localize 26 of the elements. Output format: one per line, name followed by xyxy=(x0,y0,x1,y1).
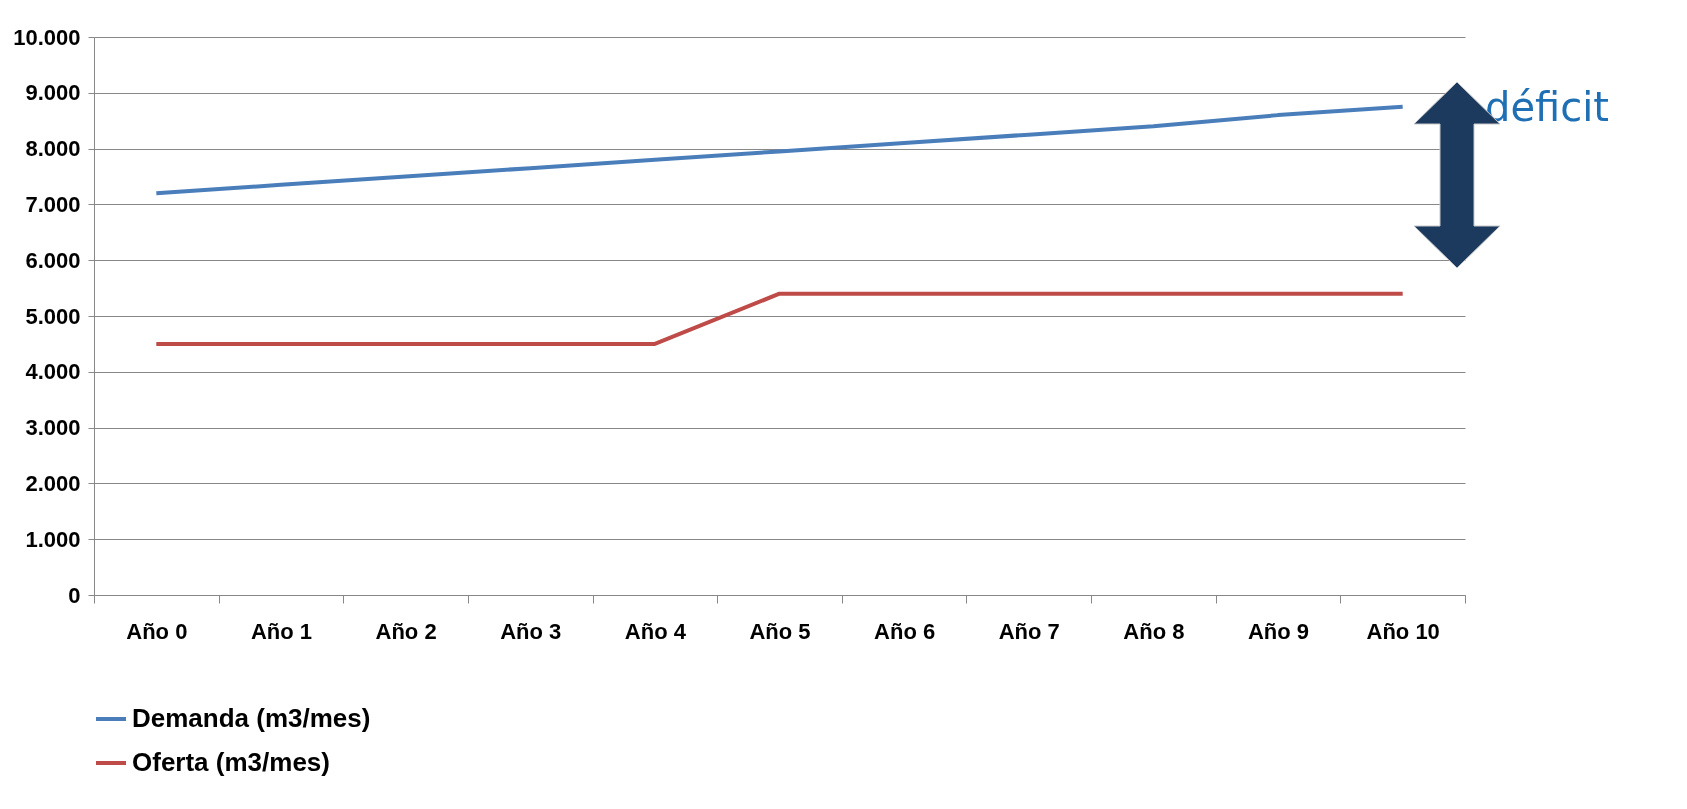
x-tick-label: Año 9 xyxy=(1247,618,1310,644)
x-tick-label: Año 8 xyxy=(1123,618,1185,644)
y-tick-label: 0 xyxy=(68,582,81,608)
y-tick-label: 3.000 xyxy=(25,415,81,441)
legend-label: Oferta (m3/mes) xyxy=(132,747,330,777)
x-tick-label: Año 3 xyxy=(500,618,562,644)
x-tick-label: Año 0 xyxy=(126,618,188,644)
x-tick-label: Año 7 xyxy=(998,618,1060,644)
y-tick-label: 6.000 xyxy=(25,247,81,273)
y-tick-label: 4.000 xyxy=(25,359,81,385)
x-tick-label: Año 2 xyxy=(375,618,437,644)
text: déficit xyxy=(1485,84,1609,130)
y-tick-label: 7.000 xyxy=(25,191,81,217)
x-tick-label: Año 10 xyxy=(1366,618,1440,644)
x-tick-label: Año 4 xyxy=(624,618,687,644)
x-tick-label: Año 1 xyxy=(250,618,313,644)
y-tick-label: 1.000 xyxy=(25,526,81,552)
y-tick-label: 2.000 xyxy=(25,470,81,496)
y-tick-label: 9.000 xyxy=(25,80,81,106)
line-series xyxy=(154,104,1405,196)
x-tick-label: Año 6 xyxy=(874,618,936,644)
y-tick-label: 5.000 xyxy=(25,303,81,329)
legend-label: Demanda (m3/mes) xyxy=(132,703,371,733)
y-tick-label: 10.000 xyxy=(13,24,81,50)
y-tick-label: 8.000 xyxy=(25,136,81,162)
x-tick-label: Año 5 xyxy=(749,618,811,644)
